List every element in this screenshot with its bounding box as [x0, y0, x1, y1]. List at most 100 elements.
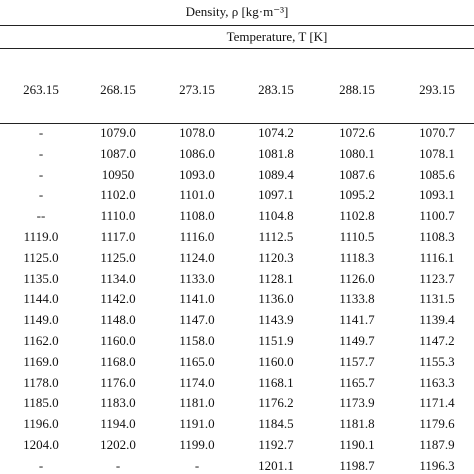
table-cell: - [115, 457, 121, 473]
table-cell: 1108.0 [179, 208, 215, 224]
table-cell: 1190.1 [339, 437, 375, 452]
table-cell: 1093.0 [179, 166, 215, 182]
table-cell: 1155.3 [419, 353, 455, 369]
table-cell: 1125.0 [100, 249, 136, 265]
rule [0, 25, 474, 26]
table-cell: 1151.9 [258, 333, 294, 348]
table-cell: 10950 [101, 166, 135, 182]
table-cell: 1192.7 [258, 437, 294, 452]
table-cell: 1120.3 [258, 249, 294, 265]
column-header: 293.15 [419, 82, 455, 97]
table-cell: - [38, 125, 44, 140]
table-cell: 1104.8 [258, 208, 294, 224]
table-cell: - [38, 145, 44, 161]
table-cell: 1089.4 [258, 166, 294, 182]
table-cell: 1133.8 [339, 291, 375, 307]
table-cell: 1187.9 [419, 437, 455, 452]
table-cell: 1139.4 [419, 312, 455, 328]
table-cell: 1181.0 [179, 395, 215, 411]
table-cell: 1125.0 [23, 249, 59, 265]
table-cell: 1196.3 [419, 457, 455, 473]
table-cell: 1179.6 [419, 416, 455, 432]
table-cell: 1110.5 [339, 229, 375, 244]
table-cell: 1194.0 [100, 416, 136, 432]
table-cell: 1165.7 [339, 374, 375, 390]
rule [0, 48, 474, 49]
table-cell: 1093.1 [419, 187, 455, 203]
table-cell: 1102.0 [100, 187, 136, 203]
table-cell: -- [36, 208, 46, 224]
table-cell: 1174.0 [179, 374, 215, 390]
table-cell: 1149.0 [23, 312, 59, 328]
table-cell: 1162.0 [23, 333, 59, 348]
table-cell: 1183.0 [100, 395, 136, 411]
table-cell: 1128.1 [258, 270, 294, 286]
table-cell: 1201.1 [258, 457, 294, 473]
table-cell: 1165.0 [179, 353, 215, 369]
table-cell: 1147.2 [419, 333, 455, 348]
table-cell: 1168.0 [100, 353, 136, 369]
table-cell: 1080.1 [339, 145, 375, 161]
table-cell: 1124.0 [179, 249, 215, 265]
column-header: 283.15 [258, 82, 294, 97]
table-cell: 1160.0 [258, 353, 294, 369]
rule [0, 123, 474, 124]
table-cell: 1141.0 [179, 291, 215, 307]
column-header: 263.15 [23, 82, 59, 97]
table-title: Density, ρ [kg·m⁻³] [185, 4, 289, 19]
table-cell: 1078.1 [419, 145, 455, 161]
table-cell: 1110.0 [100, 208, 136, 224]
table-cell: 1184.5 [258, 416, 294, 432]
table-cell: 1131.5 [419, 291, 455, 307]
table-cell: 1191.0 [179, 416, 215, 432]
table-cell: 1148.0 [100, 312, 136, 328]
table-cell: 1095.2 [339, 187, 375, 203]
table-cell: 1157.7 [339, 353, 375, 369]
table-cell: 1118.3 [339, 249, 375, 265]
table-cell: 1116.0 [179, 229, 215, 244]
table-cell: 1143.9 [258, 312, 294, 328]
table-cell: 1079.0 [100, 125, 136, 140]
table-cell: 1178.0 [23, 374, 59, 390]
table-cell: 1078.0 [179, 125, 215, 140]
table-cell: 1171.4 [419, 395, 455, 411]
table-cell: 1198.7 [339, 457, 375, 473]
table-cell: - [38, 457, 44, 473]
column-header: 268.15 [100, 82, 136, 97]
table-cell: 1097.1 [258, 187, 294, 203]
table-cell: 1074.2 [258, 125, 294, 140]
table-cell: - [38, 187, 44, 203]
table-cell: 1142.0 [100, 291, 136, 307]
table-cell: 1204.0 [23, 437, 59, 452]
table-cell: 1169.0 [23, 353, 59, 369]
table-cell: 1163.3 [419, 374, 455, 390]
table-cell: - [38, 166, 44, 182]
table-cell: 1133.0 [179, 270, 215, 286]
table-cell: 1102.8 [339, 208, 375, 224]
table-cell: 1100.7 [419, 208, 455, 224]
table-cell: 1081.8 [258, 145, 294, 161]
table-cell: 1072.6 [339, 125, 375, 140]
table-cell: 1101.0 [179, 187, 215, 203]
table-cell: 1176.0 [100, 374, 136, 390]
table-cell: 1119.0 [23, 229, 59, 244]
table-cell: 1160.0 [100, 333, 136, 348]
table-cell: 1136.0 [258, 291, 294, 307]
table-cell: 1087.0 [100, 145, 136, 161]
table-cell: 1108.3 [419, 229, 455, 244]
table-cell: 1086.0 [179, 145, 215, 161]
table-cell: 1149.7 [339, 333, 375, 348]
table-cell: 1135.0 [23, 270, 59, 286]
table-cell: 1116.1 [419, 249, 455, 265]
column-header: 288.15 [339, 82, 375, 97]
table-cell: 1147.0 [179, 312, 215, 328]
table-cell: 1196.0 [23, 416, 59, 432]
table-cell: 1126.0 [339, 270, 375, 286]
table-cell: 1123.7 [419, 270, 455, 286]
table-cell: 1112.5 [258, 229, 294, 244]
table-cell: 1199.0 [179, 437, 215, 452]
table-cell: 1087.6 [339, 166, 375, 182]
table-cell: 1202.0 [100, 437, 136, 452]
table-cell: 1144.0 [23, 291, 59, 307]
